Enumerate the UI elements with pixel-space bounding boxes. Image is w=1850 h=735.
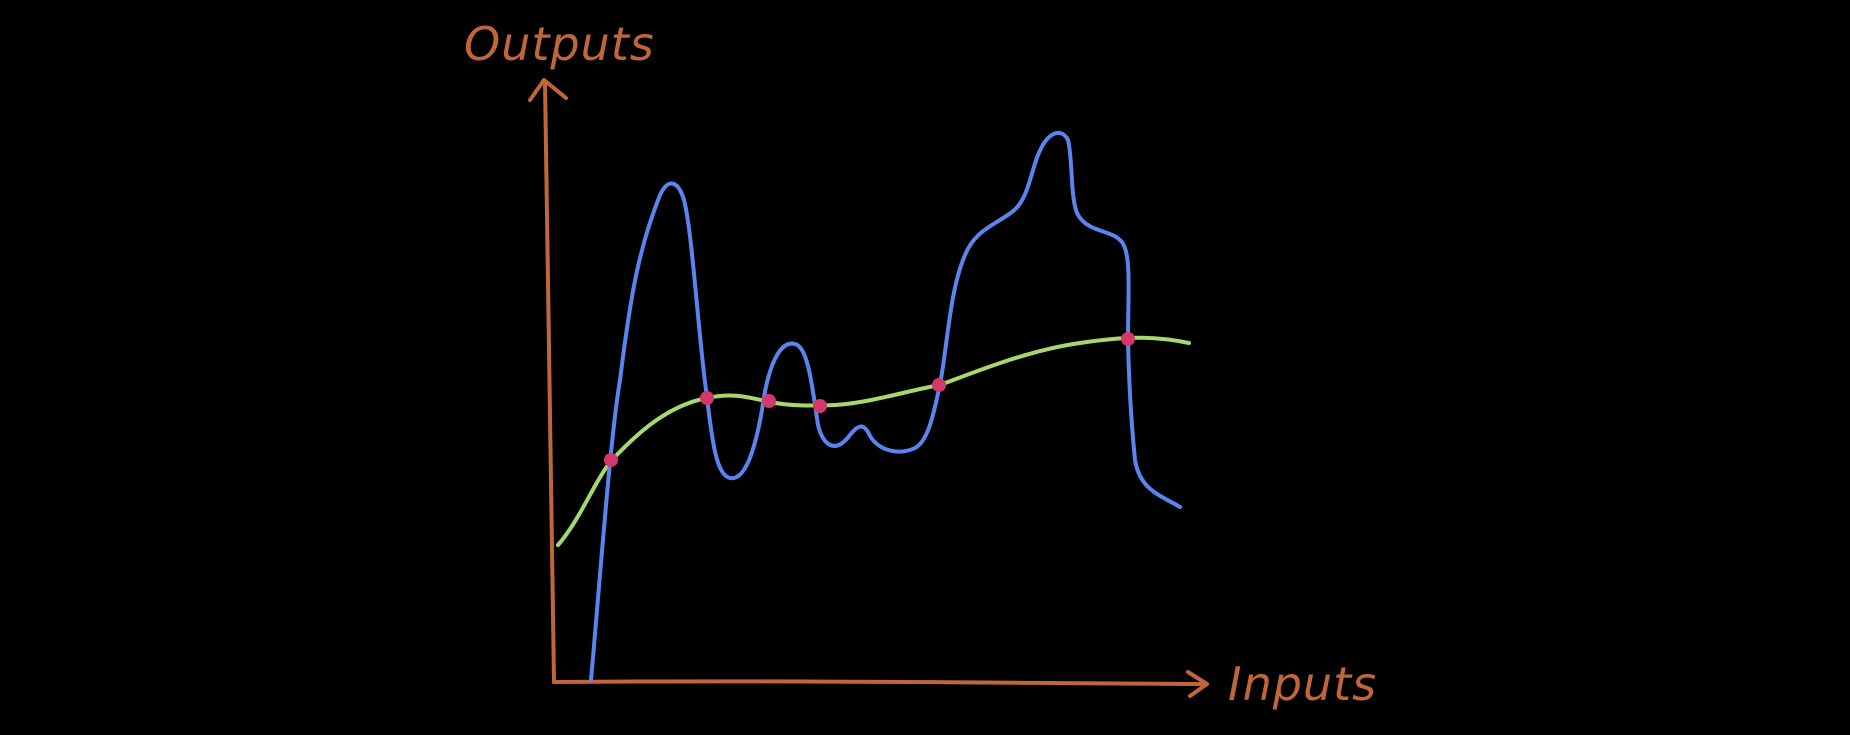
intersection-point [604, 453, 618, 467]
x-axis-arrowhead [1186, 670, 1209, 698]
x-axis-label: Inputs [1228, 657, 1377, 711]
intersection-point [1121, 332, 1135, 346]
intersection-points [604, 332, 1135, 467]
intersection-point [762, 394, 776, 408]
intersection-point [813, 399, 827, 413]
intersection-point [932, 378, 946, 392]
y-axis-arrowhead [528, 78, 568, 102]
y-axis-label: Outputs [464, 17, 655, 71]
overfit-curve [589, 130, 1182, 682]
y-axis-line [543, 80, 556, 684]
x-axis-line [552, 679, 1207, 686]
intersection-point [700, 391, 714, 405]
